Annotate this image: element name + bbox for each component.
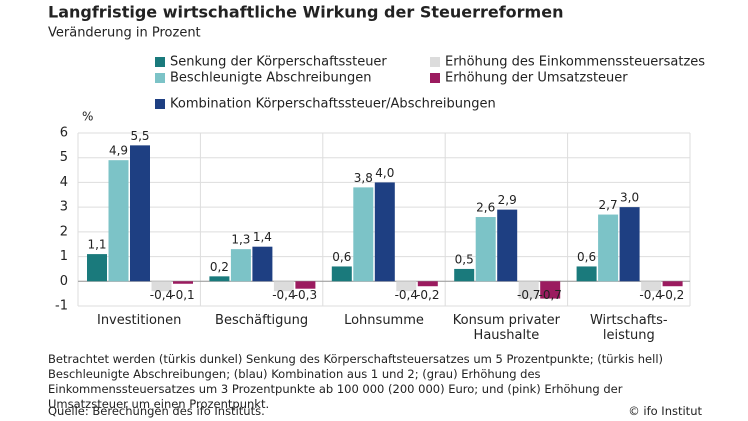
legend-swatch [155, 57, 165, 67]
bar [173, 281, 193, 284]
legend-label: Beschleunigte Abschreibungen [170, 71, 371, 86]
bar [209, 276, 230, 282]
bar [619, 207, 640, 282]
value-label: -0,7 [517, 288, 540, 302]
value-label: 3,8 [354, 171, 373, 185]
value-label: 1,4 [253, 230, 272, 244]
bar [151, 281, 172, 292]
value-label: -0,1 [171, 288, 194, 302]
note: Betrachtet werden (türkis dunkel) Senkun… [48, 352, 664, 411]
legend-label: Senkung der Körperschaftssteuer [170, 55, 387, 70]
bar [108, 160, 129, 282]
bar [295, 281, 316, 289]
y-tick-label: 3 [60, 200, 68, 215]
value-label: 0,5 [455, 252, 474, 266]
value-label: 4,9 [109, 144, 128, 158]
bar [273, 281, 294, 292]
legend-label: Erhöhung des Einkommenssteuersatzes [445, 55, 705, 70]
value-label: -0,4 [272, 288, 295, 302]
bar [331, 266, 352, 282]
value-label: 4,0 [375, 166, 394, 180]
bar [130, 145, 150, 282]
value-label: 0,6 [577, 250, 596, 264]
value-label: -0,2 [661, 288, 684, 302]
value-label: 0,6 [332, 250, 351, 264]
value-label: 2,7 [599, 198, 618, 212]
y-tick-label: 4 [60, 175, 68, 190]
bar [87, 254, 107, 282]
bar [518, 281, 539, 299]
value-label: -0,4 [395, 288, 418, 302]
value-label: -0,2 [416, 288, 439, 302]
y-tick-label: 0 [60, 274, 68, 289]
value-label: -0,7 [538, 288, 561, 302]
value-label: 3,0 [620, 191, 639, 205]
bar [396, 281, 417, 292]
value-label: 1,1 [87, 238, 106, 252]
legend-swatch [155, 99, 165, 109]
x-tick-label: Lohnsumme [344, 313, 424, 328]
x-tick-label: Investitionen [96, 313, 182, 328]
legend-label: Kombination Körperschaftssteuer/Abschrei… [170, 97, 496, 112]
bar [641, 281, 662, 292]
chart-title: Langfristige wirtschaftliche Wirkung der… [48, 3, 563, 22]
y-unit: % [82, 110, 93, 124]
bar [230, 249, 251, 282]
value-label: 2,6 [476, 201, 495, 215]
value-label: -0,4 [639, 288, 662, 302]
y-tick-label: 5 [60, 150, 68, 165]
y-tick-label: 6 [60, 126, 68, 141]
bar [540, 281, 561, 299]
bar [353, 187, 374, 282]
bar [497, 209, 518, 282]
legend-swatch [430, 73, 440, 83]
bar [252, 246, 273, 282]
x-tick-label: Beschäftigung [215, 313, 309, 328]
value-label: -0,3 [294, 288, 317, 302]
bar [598, 214, 619, 282]
credit: © ifo Institut [628, 404, 702, 418]
legend-swatch [430, 57, 440, 67]
source: Quelle: Berechungen des ifo Instituts. [48, 404, 265, 418]
value-label: 1,3 [231, 233, 250, 247]
x-tick-label: Konsum privater Haushalte [452, 313, 560, 343]
value-label: 2,9 [498, 193, 517, 207]
bar [475, 217, 496, 282]
legend-label: Erhöhung der Umsatzsteuer [445, 71, 628, 86]
bar [374, 182, 395, 282]
bar [576, 266, 597, 282]
legend-swatch [155, 73, 165, 83]
y-tick-label: -1 [55, 299, 68, 314]
y-tick-label: 2 [60, 224, 68, 239]
value-label: -0,4 [150, 288, 173, 302]
bar [417, 281, 438, 287]
y-tick-label: 1 [60, 249, 68, 264]
x-tick-label: Wirtschafts- leistung [589, 313, 668, 343]
bar [454, 268, 475, 282]
value-label: 0,2 [210, 260, 229, 274]
chart-subtitle: Veränderung in Prozent [48, 26, 201, 41]
value-label: 5,5 [130, 129, 149, 143]
bar [662, 281, 683, 287]
